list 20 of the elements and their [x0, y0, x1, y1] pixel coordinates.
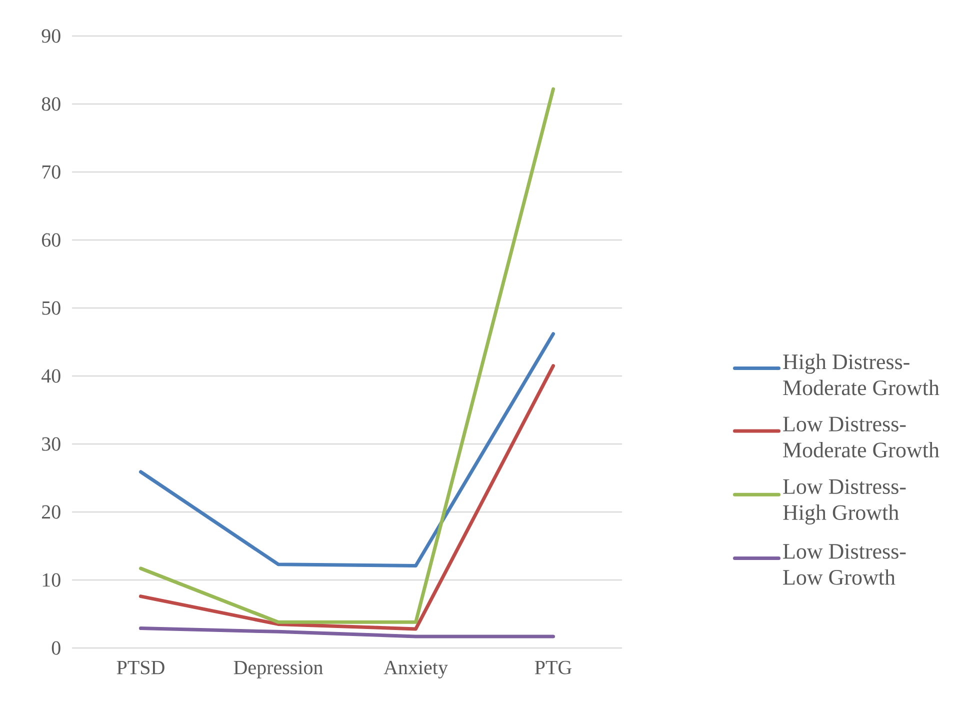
y-tick-label: 80 [42, 97, 60, 111]
x-tick-label: PTSD [116, 660, 164, 674]
line-series [139, 364, 555, 631]
y-tick-label: 40 [42, 369, 60, 383]
y-tick-label: 50 [42, 301, 60, 315]
x-tick-label: Depression [234, 660, 323, 678]
y-tick-label: 20 [42, 505, 60, 519]
legend-label: Low Distress-Moderate Growth [783, 416, 940, 458]
legend-label: High Distress-Moderate Growth [783, 354, 940, 396]
x-tick-label: PTG [534, 660, 572, 674]
y-tick-label: 0 [52, 641, 60, 655]
y-tick-label: 70 [42, 165, 60, 179]
legend-label: Low Distress-Low Growth [783, 544, 906, 585]
y-tick-label: 10 [42, 573, 60, 587]
y-tick-label: 60 [42, 233, 60, 247]
line-series [139, 332, 555, 568]
y-tick-label: 90 [42, 29, 60, 43]
x-tick-label: Anxiety [384, 660, 448, 678]
legend-label: Low Distress-High Growth [783, 479, 906, 525]
y-tick-label: 30 [42, 437, 60, 451]
